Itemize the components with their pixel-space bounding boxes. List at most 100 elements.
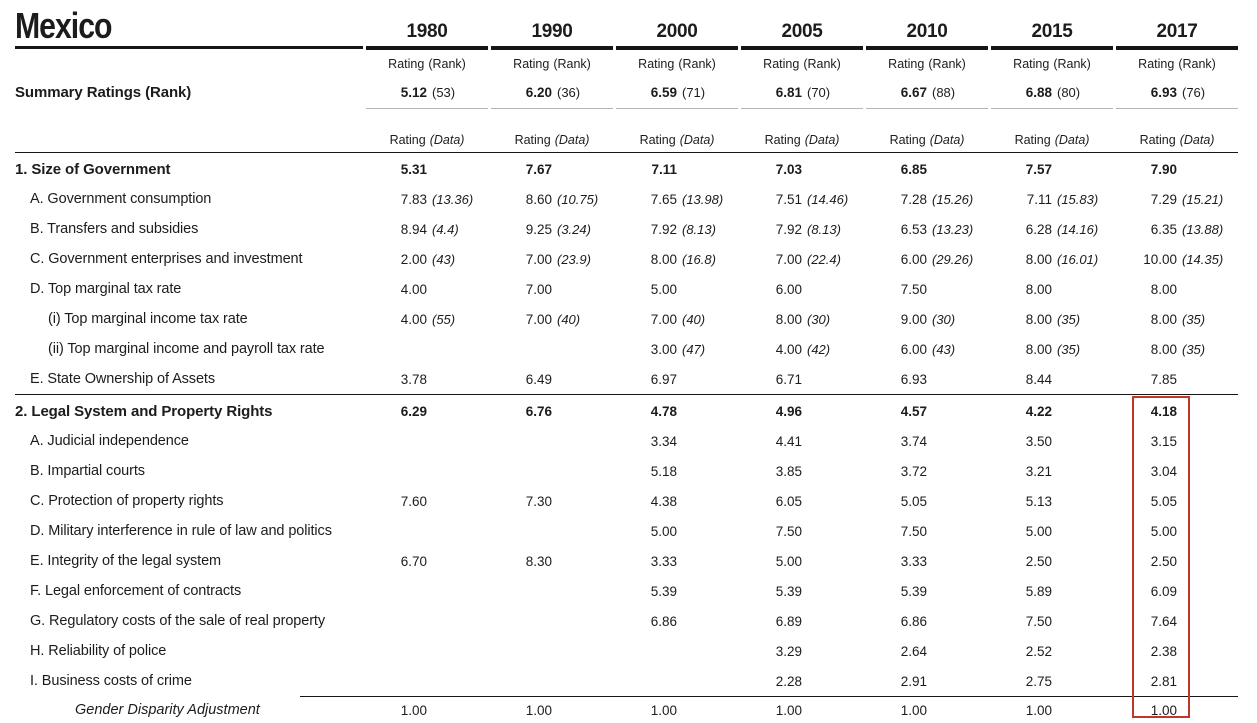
rating-data-header: Rating (Data)	[741, 133, 863, 147]
rating-value: 2.50	[1150, 553, 1177, 569]
raw-data-value: (35)	[1182, 341, 1206, 357]
table-row: E. Integrity of the legal system 6.70 8.30…	[15, 546, 1238, 576]
value-cell: 7.83 (13.36)	[366, 192, 488, 207]
rating-value: 7.50	[1025, 613, 1052, 629]
value-cell: 2.91	[866, 674, 988, 689]
rating-value: 3.50	[1025, 433, 1052, 449]
rating-value: 7.50	[775, 523, 802, 539]
value-cell: 7.50	[866, 282, 988, 297]
summary-rank: (53)	[432, 85, 456, 100]
value-cell: 3.15	[1116, 434, 1238, 449]
value-cell: 2.00 (43)	[366, 252, 488, 267]
gender-value: 1.00	[1025, 702, 1052, 718]
value-cell: 3.85	[741, 464, 863, 479]
summary-rank: (70)	[807, 85, 831, 100]
raw-data-value: (10.75)	[557, 191, 599, 207]
rating-data-header-row: Rating (Data) Rating (Data) Rating (Data) Rati…	[15, 109, 1238, 152]
value-cell: 6.93	[866, 372, 988, 387]
raw-data-value: (14.16)	[1057, 221, 1099, 237]
rating-value: 5.31	[400, 161, 427, 177]
row-label: A. Judicial independence	[30, 433, 189, 449]
rating-value: 5.39	[650, 583, 677, 599]
value-cell: 6.71	[741, 372, 863, 387]
value-cell: 7.00 (23.9)	[491, 252, 613, 267]
value-cell: 8.94 (4.4)	[366, 222, 488, 237]
year-header-inner: 1980	[366, 21, 488, 49]
rating-value: 3.33	[900, 553, 927, 569]
raw-data-value: (8.13)	[682, 221, 716, 237]
rating-value: 5.05	[900, 493, 927, 509]
rating-value: 3.72	[900, 463, 927, 479]
value-cell: 7.50	[741, 524, 863, 539]
rating-value: 6.86	[650, 613, 677, 629]
year-label: 2000	[656, 21, 698, 42]
summary-underline-segment	[741, 108, 863, 109]
rating-value: 7.00	[775, 251, 802, 267]
year-column-header: 1980	[366, 21, 488, 50]
rating-value: 8.00	[1150, 311, 1177, 327]
rating-rank-header: Rating (Rank)	[866, 57, 988, 71]
table-row: B. Transfers and subsidies 8.94 (4.4) 9.25 (…	[15, 214, 1238, 244]
value-cell: 3.78	[366, 372, 488, 387]
rating-value: 5.39	[775, 583, 802, 599]
rating-value: 5.05	[1150, 493, 1177, 509]
rating-value: 5.00	[1025, 523, 1052, 539]
value-cell: 3.72	[866, 464, 988, 479]
value-cell: 2.28	[741, 674, 863, 689]
rating-value: 7.83	[400, 191, 427, 207]
table-row: 2. Legal System and Property Rights 6.29 6…	[15, 396, 1238, 426]
value-cell: 8.00 (30)	[741, 312, 863, 327]
data-word: (Data)	[429, 133, 465, 147]
rating-rank-header: Rating (Rank)	[1116, 57, 1238, 71]
row-label: F. Legal enforcement of contracts	[30, 583, 242, 599]
rating-value: 7.64	[1150, 613, 1177, 629]
rating-value: 5.00	[775, 553, 802, 569]
value-cell: 5.89	[991, 584, 1113, 599]
summary-ratings-label: Summary Ratings (Rank)	[15, 84, 192, 101]
value-cell: 3.21	[991, 464, 1113, 479]
value-cell: 4.57	[866, 404, 988, 419]
value-cell: 7.67	[491, 162, 613, 177]
rating-value: 5.39	[900, 583, 927, 599]
rating-value: 3.74	[900, 433, 927, 449]
value-cell: 7.90	[1116, 162, 1238, 177]
raw-data-value: (14.35)	[1182, 251, 1224, 267]
raw-data-value: (8.13)	[807, 221, 841, 237]
rating-value: 7.29	[1150, 191, 1177, 207]
year-column-header: 2000	[616, 21, 738, 50]
summary-underline-segment	[491, 108, 613, 109]
value-cell: 8.00 (35)	[991, 312, 1113, 327]
value-cell: 7.00 (40)	[491, 312, 613, 327]
row-label: C. Protection of property rights	[30, 493, 224, 509]
rating-value: 3.29	[775, 643, 802, 659]
summary-rating: 6.59	[650, 85, 677, 100]
raw-data-value: (30)	[932, 311, 956, 327]
rating-value: 3.78	[400, 371, 427, 387]
row-label: B. Impartial courts	[30, 463, 145, 479]
value-cell: 6.29	[366, 404, 488, 419]
year-label: 2015	[1031, 21, 1073, 42]
value-cell: 8.00 (16.01)	[991, 252, 1113, 267]
value-cell: 6.09	[1116, 584, 1238, 599]
value-cell: 5.05	[1116, 494, 1238, 509]
value-cell: 7.03	[741, 162, 863, 177]
value-cell: 7.92 (8.13)	[616, 222, 738, 237]
value-cell: 9.00 (30)	[866, 312, 988, 327]
rating-value: 3.21	[1025, 463, 1052, 479]
rating-value: 6.49	[525, 371, 552, 387]
rank-word: (Rank)	[553, 56, 591, 71]
value-cell: 7.60	[366, 494, 488, 509]
rating-value: 2.64	[900, 643, 927, 659]
rating-data-header: Rating (Data)	[366, 133, 488, 147]
value-cell: 5.31	[366, 162, 488, 177]
value-cell: 5.00	[616, 282, 738, 297]
rating-word: Rating	[1014, 133, 1051, 147]
rating-value: 7.51	[775, 191, 802, 207]
rating-word: Rating	[639, 133, 676, 147]
rating-value: 6.53	[900, 221, 927, 237]
value-cell: 2.64	[866, 644, 988, 659]
gender-value: 1.00	[525, 702, 552, 718]
rating-value: 6.05	[775, 493, 802, 509]
rating-value: 3.04	[1150, 463, 1177, 479]
